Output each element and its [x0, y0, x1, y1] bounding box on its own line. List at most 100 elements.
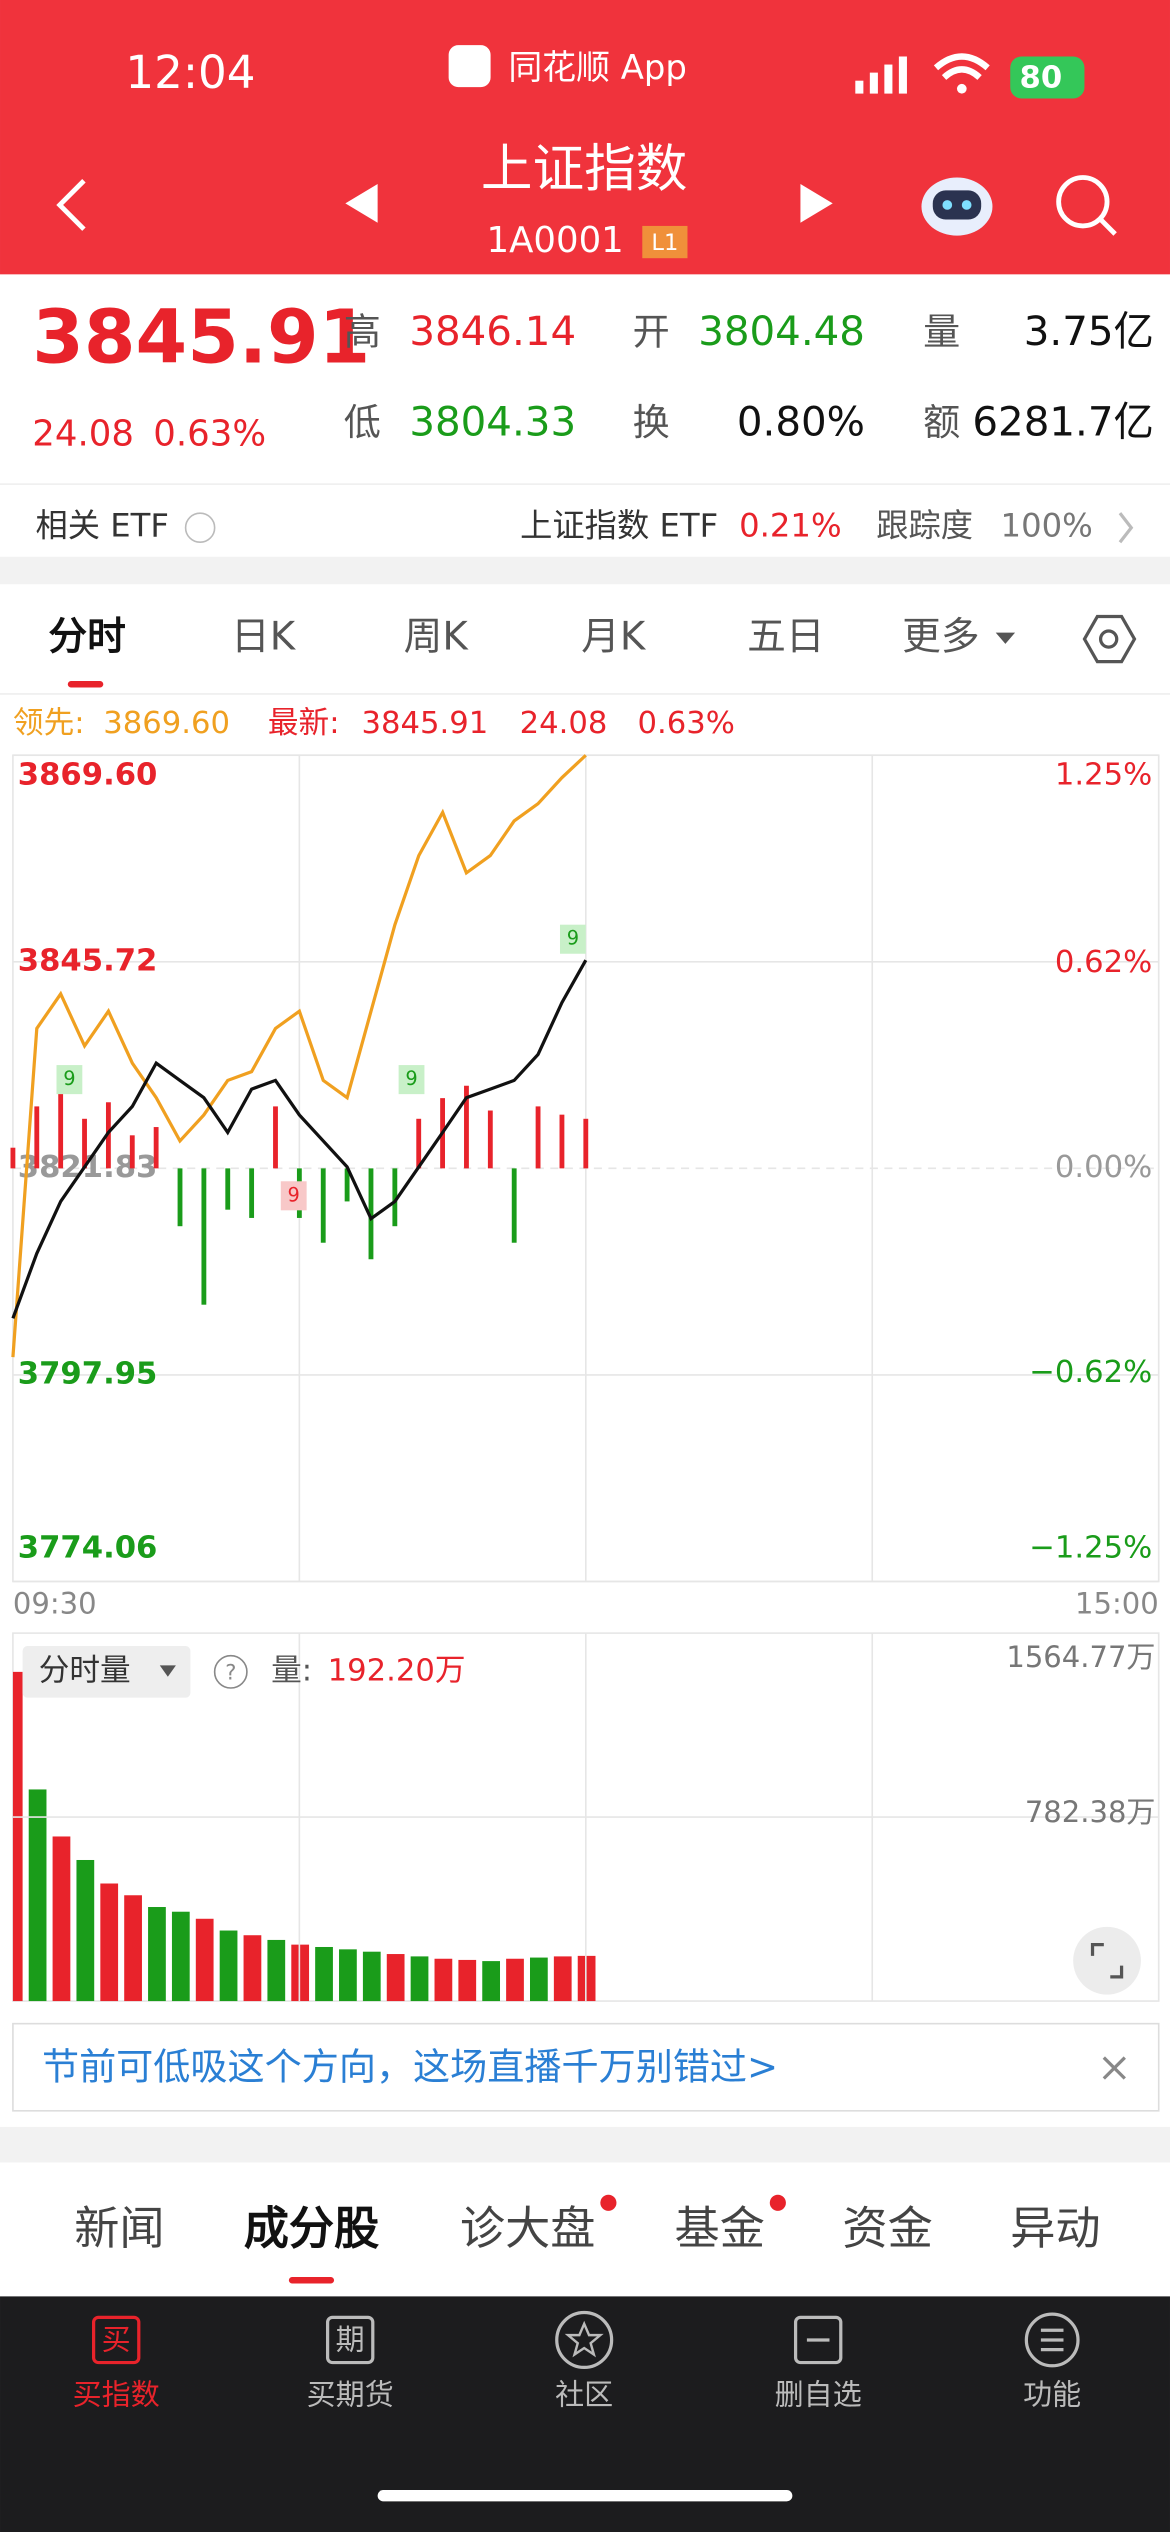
nav-label[interactable]: 买期货: [307, 2377, 394, 2411]
field-label: 开: [633, 311, 670, 354]
signal-bar: [201, 1168, 207, 1305]
y-tick-label: 3774.06: [18, 1531, 158, 1566]
x-tick-label: 09:30: [13, 1587, 97, 1621]
volume-bar: [100, 1883, 119, 2002]
close-button[interactable]: [1102, 2056, 1126, 2080]
y2-tick-label: −1.25%: [1029, 1531, 1152, 1566]
bottom-tab[interactable]: 诊大盘: [460, 2202, 596, 2255]
y-tick-label: 782.38万: [1025, 1795, 1156, 1829]
nav-label[interactable]: 功能: [1023, 2377, 1081, 2411]
signal-bar: [225, 1168, 231, 1210]
bottom-tab[interactable]: 异动: [1010, 2202, 1100, 2255]
status-time: 12:04: [125, 46, 255, 99]
leader-label: 领先:: [13, 706, 85, 741]
tab[interactable]: 更多: [902, 615, 979, 660]
volume-bar: [171, 1911, 190, 2002]
gap: [0, 2126, 1170, 2163]
tab[interactable]: 月K: [581, 615, 647, 660]
tab-underline: [288, 2277, 335, 2284]
tracking: 100%: [1001, 507, 1093, 545]
etf-name[interactable]: 上证指数 ETF: [520, 507, 718, 545]
volume-bar: [529, 1957, 548, 2002]
nav-label[interactable]: 买指数: [73, 2377, 160, 2411]
bottom-tab[interactable]: 成分股: [244, 2202, 380, 2255]
star-icon: [564, 2320, 604, 2358]
signal-bar: [105, 1102, 111, 1169]
field-label: 高: [344, 311, 381, 354]
robot-icon[interactable]: [921, 177, 993, 236]
prev-button[interactable]: [345, 183, 378, 223]
volume-bar: [195, 1918, 214, 2002]
battery-level: 80: [1020, 61, 1063, 96]
badge-dot: [769, 2194, 786, 2211]
field-value: 0.80%: [737, 398, 865, 445]
signal-bar: [583, 1118, 589, 1169]
bottom-tab[interactable]: 资金: [842, 2202, 932, 2255]
banner-text[interactable]: 节前可低吸这个方向，这场直播千万别错过>: [42, 2045, 778, 2088]
badge-dot: [600, 2194, 617, 2211]
help-icon[interactable]: [213, 1654, 248, 1689]
level-badge: [642, 225, 688, 259]
x-tick-label: 15:00: [1075, 1587, 1159, 1621]
y-tick-label: 3797.95: [18, 1356, 158, 1391]
volume-bar: [219, 1930, 238, 2002]
signal-bar: [249, 1168, 255, 1218]
field-label: 额: [923, 401, 960, 444]
y2-tick-label: −0.62%: [1029, 1355, 1152, 1390]
volume-selector[interactable]: [22, 1646, 191, 1698]
field-value: 3804.48: [698, 308, 865, 355]
change-pct: 0.63%: [153, 414, 266, 455]
tab[interactable]: 分时: [48, 615, 125, 660]
volume-bar: [28, 1789, 47, 2002]
latest-pct: 0.63%: [637, 706, 734, 741]
volume-value: 192.20万: [328, 1653, 466, 1688]
signal-bar: [368, 1168, 374, 1260]
signal-bar: [82, 1118, 87, 1169]
y2-tick-label: 1.25%: [1055, 758, 1152, 793]
signal-bar: [10, 1147, 16, 1169]
nav-icon: 买: [102, 2323, 131, 2357]
level: L1: [651, 230, 678, 256]
settings-icon[interactable]: [1082, 614, 1137, 664]
signal-icon: [855, 56, 907, 94]
signal-bar: [320, 1168, 326, 1243]
signal-bar: [34, 1106, 40, 1169]
field-value: 3.75亿: [1024, 308, 1154, 355]
volume-bar: [52, 1836, 71, 2002]
banner[interactable]: [12, 2022, 1160, 2112]
signal-bar: [129, 1135, 135, 1169]
bottom-tab[interactable]: 基金: [675, 2202, 765, 2255]
tab[interactable]: 五日: [747, 615, 824, 660]
y2-tick-label: 0.62%: [1055, 945, 1152, 980]
wifi-icon: [933, 53, 990, 80]
search-icon[interactable]: [1056, 175, 1117, 236]
signal-bar: [58, 1094, 64, 1169]
bottom-tab[interactable]: 新闻: [74, 2202, 164, 2255]
help-icon[interactable]: [184, 512, 216, 544]
tab[interactable]: 日K: [231, 615, 297, 660]
etf-label: 相关 ETF: [36, 507, 169, 545]
nav-label[interactable]: 社区: [555, 2377, 613, 2411]
next-button[interactable]: [800, 183, 833, 223]
nav-icon-frame: [793, 2315, 843, 2365]
nav-label[interactable]: 删自选: [775, 2377, 862, 2411]
volume-bar: [12, 1671, 23, 2002]
back-button[interactable]: [56, 179, 86, 231]
app-icon: [448, 45, 491, 88]
volume-bar: [410, 1956, 429, 2002]
status-app[interactable]: 同花顺 App: [508, 48, 687, 87]
signal-bar: [153, 1127, 159, 1169]
signal-bar: [464, 1085, 469, 1169]
y-tick-label: 3869.60: [18, 758, 158, 793]
nav-icon: 期: [336, 2323, 365, 2357]
y-tick-label: 1564.77万: [1006, 1640, 1155, 1674]
volume-bar: [76, 1859, 95, 2002]
tab[interactable]: 周K: [404, 615, 470, 660]
chevron[interactable]: [1118, 512, 1134, 544]
marker: 9: [63, 1067, 75, 1090]
marker: 9: [405, 1067, 417, 1090]
volume-label: 量:: [271, 1653, 312, 1688]
expand-button[interactable]: [1073, 1926, 1141, 1995]
